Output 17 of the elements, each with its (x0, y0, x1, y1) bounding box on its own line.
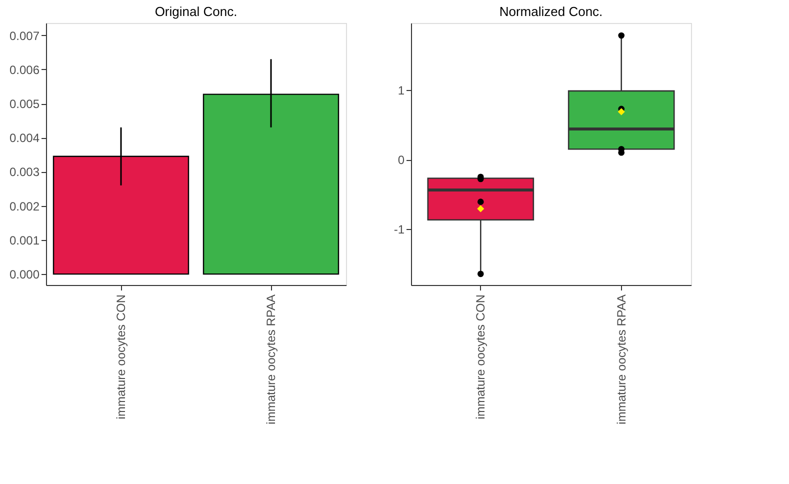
y-tick-label: 0.006 (9, 62, 40, 77)
x-tick-label: immature oocytes RPAA (614, 294, 628, 424)
y-tick-label: 0.004 (9, 131, 40, 146)
y-tick-label: 0 (398, 153, 405, 168)
y-tick-label: -1 (394, 222, 405, 236)
y-tick-label: 0.000 (9, 268, 40, 282)
y-tick-label: 0.002 (9, 199, 40, 214)
y-tick-label: 0.003 (9, 165, 40, 180)
y-tick-label: 0.007 (9, 28, 40, 43)
x-tick-label: immature oocytes CON (474, 294, 488, 420)
x-tick-label: immature oocytes RPAA (264, 294, 278, 424)
y-tick-label: 0.001 (9, 233, 40, 248)
chart-title: Normalized Conc. (499, 4, 603, 19)
chart-title: Original Conc. (154, 4, 238, 19)
x-tick-label: immature oocytes CON (114, 294, 128, 420)
y-tick-label: 1 (398, 84, 405, 98)
y-tick-label: 0.005 (9, 97, 40, 112)
